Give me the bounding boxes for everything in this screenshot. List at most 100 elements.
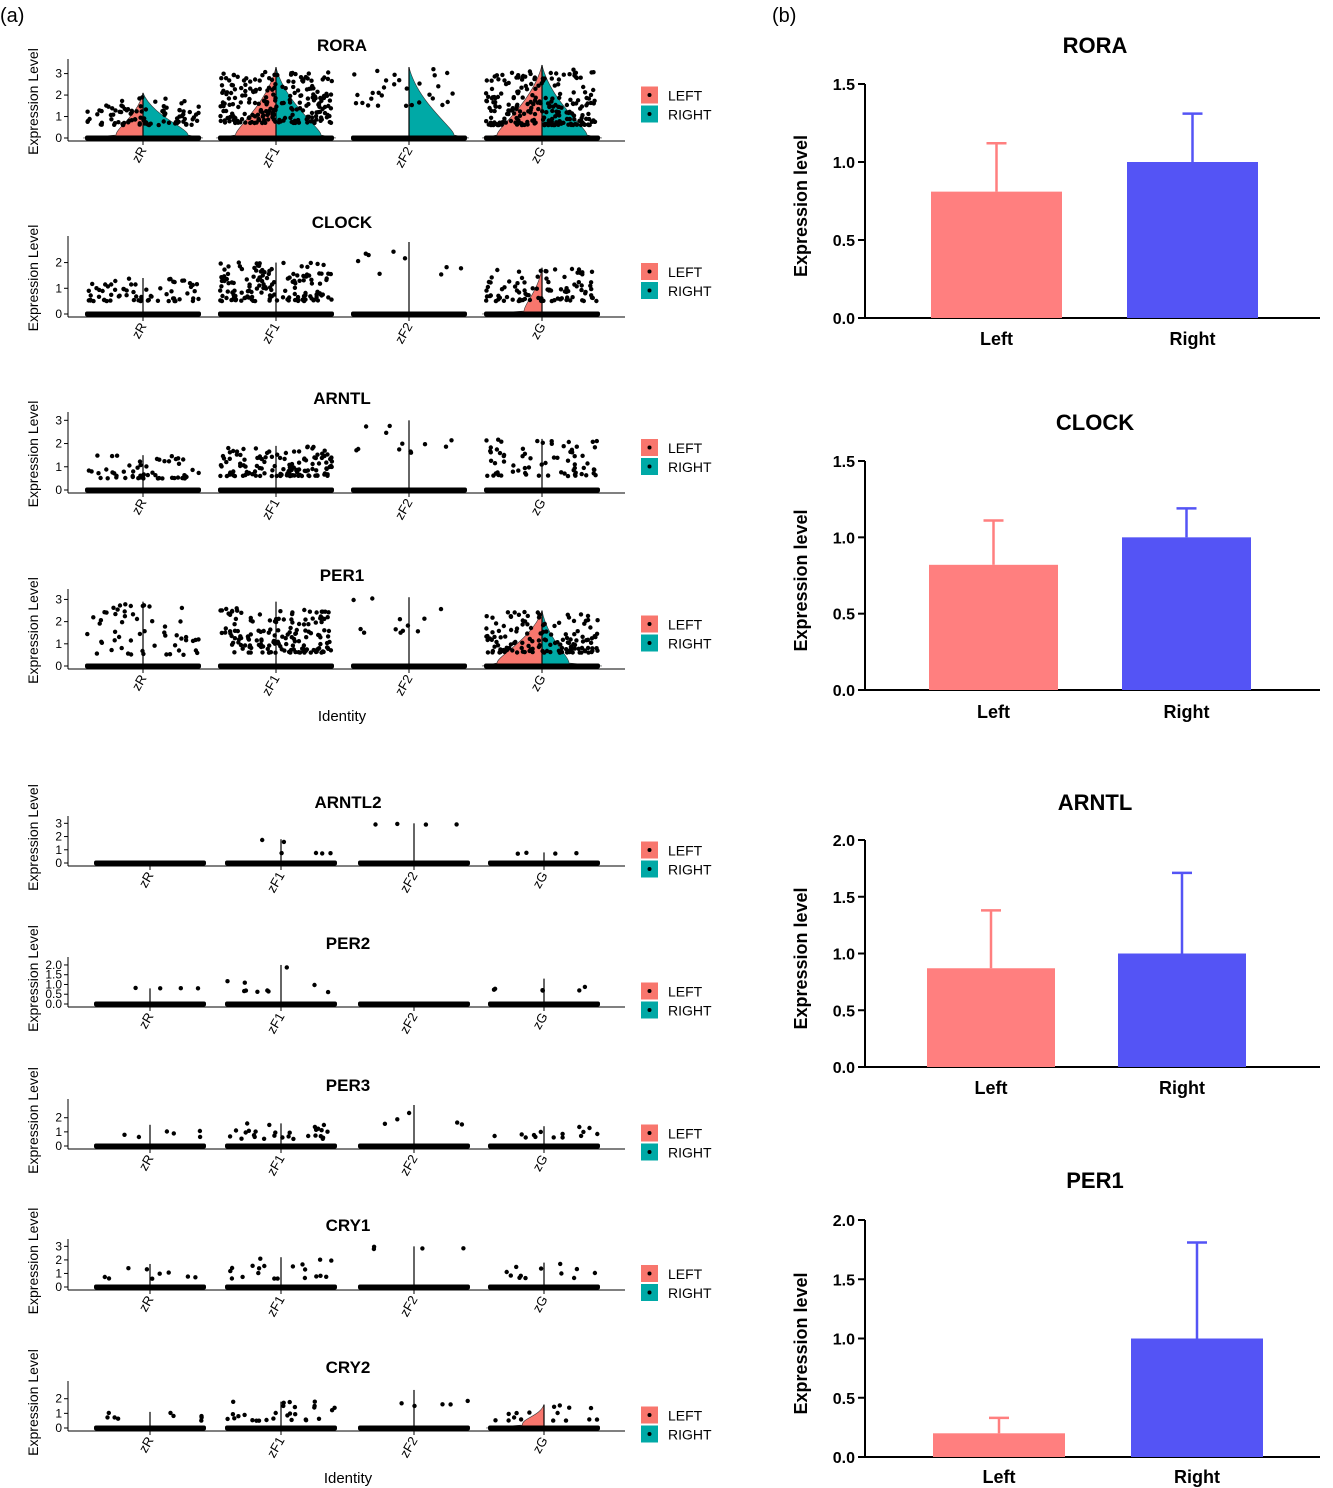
data-point <box>279 850 284 856</box>
data-point <box>278 609 283 614</box>
data-point <box>568 97 573 103</box>
data-point <box>267 1122 272 1128</box>
panel-label-b: (b) <box>772 5 796 27</box>
data-point <box>575 270 580 275</box>
data-point <box>232 288 237 293</box>
data-point <box>138 462 143 468</box>
violin-panel-per3: PER3 Expression Level 012 zR zF1 zF2 zG LEFT RIG… <box>25 1067 712 1178</box>
data-point <box>318 115 324 120</box>
data-point <box>321 649 326 655</box>
data-point <box>250 1418 255 1423</box>
data-point <box>488 458 494 463</box>
data-point <box>566 289 571 294</box>
data-point <box>119 645 124 651</box>
data-point <box>229 609 235 614</box>
data-point <box>544 629 549 634</box>
data-point <box>275 1276 280 1281</box>
data-point <box>497 450 503 456</box>
data-point <box>177 107 182 113</box>
x-tick-label: zF2 <box>397 1010 421 1036</box>
data-point <box>258 275 263 280</box>
data-point <box>370 90 375 96</box>
data-point <box>579 287 584 293</box>
data-point <box>303 290 308 296</box>
data-point <box>558 297 563 302</box>
data-point <box>176 461 182 466</box>
data-point <box>158 286 163 291</box>
data-point <box>120 104 126 109</box>
data-point <box>589 293 594 298</box>
data-point <box>260 120 265 126</box>
data-point <box>455 1120 460 1125</box>
data-point <box>236 260 241 265</box>
data-point <box>393 627 398 632</box>
data-point <box>263 455 268 460</box>
data-point <box>512 610 517 615</box>
data-point <box>327 113 332 119</box>
data-point <box>239 298 244 303</box>
bar-category-label: Left <box>977 702 1010 722</box>
data-point <box>412 1403 417 1409</box>
data-point <box>556 77 562 82</box>
data-point <box>495 94 501 100</box>
data-point <box>379 93 384 98</box>
data-point <box>580 298 585 303</box>
data-point <box>266 989 271 994</box>
data-point <box>560 1135 565 1140</box>
legend-dot <box>647 269 652 274</box>
data-point <box>317 101 322 106</box>
data-point <box>224 295 229 301</box>
legend-dot <box>647 93 652 97</box>
data-point <box>91 615 96 620</box>
data-point <box>291 449 297 454</box>
legend-right-label: RIGHT <box>668 283 712 299</box>
data-point <box>275 452 280 457</box>
data-point <box>250 1263 255 1269</box>
data-point <box>287 1399 292 1405</box>
data-point <box>353 101 359 106</box>
legend-right-label: RIGHT <box>668 459 712 475</box>
data-point <box>193 112 199 117</box>
data-point <box>101 297 107 303</box>
x-tick-label: zF1 <box>264 869 288 895</box>
data-point <box>527 297 533 303</box>
data-point <box>301 278 306 283</box>
data-point <box>232 650 237 655</box>
data-point <box>536 638 542 643</box>
y-tick-label: 3 <box>55 67 62 81</box>
data-point <box>539 631 544 636</box>
x-axis-label: Identity <box>324 1470 373 1487</box>
data-point <box>223 76 229 81</box>
data-point <box>317 281 323 286</box>
data-point <box>508 642 514 647</box>
data-point <box>589 269 595 274</box>
data-point <box>95 112 100 117</box>
data-point <box>489 108 494 114</box>
data-point <box>85 118 91 124</box>
data-point <box>585 613 591 619</box>
data-point <box>275 72 280 78</box>
data-point <box>458 266 464 271</box>
data-point <box>277 455 283 461</box>
data-point <box>185 1274 191 1279</box>
data-point <box>566 640 572 646</box>
data-point <box>156 122 161 128</box>
data-point <box>521 111 527 117</box>
data-point <box>579 650 584 655</box>
data-point <box>552 83 557 88</box>
data-point <box>161 108 166 113</box>
data-point <box>257 283 262 288</box>
data-point <box>272 463 277 469</box>
data-point <box>574 444 579 449</box>
zero-expression-points <box>94 1284 206 1290</box>
data-point <box>113 611 118 617</box>
data-point <box>232 95 238 101</box>
data-point <box>145 472 150 478</box>
data-point <box>544 276 549 281</box>
data-point <box>322 448 327 453</box>
data-point <box>490 648 496 654</box>
data-point <box>232 622 237 627</box>
data-point <box>242 643 248 648</box>
data-point <box>242 1412 247 1418</box>
data-point <box>290 473 295 478</box>
